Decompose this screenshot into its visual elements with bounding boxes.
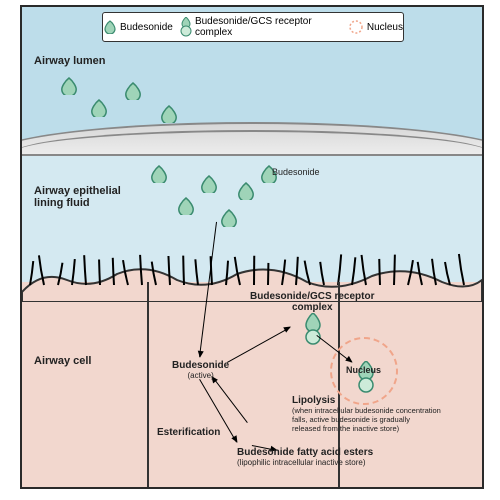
budesonide-icon (237, 182, 255, 200)
nucleus-label: Nucleus (346, 365, 381, 375)
budesonide-icon (220, 209, 238, 227)
lipolysis-sublabel: (when intracellular budesonide concentra… (292, 406, 441, 433)
fluid-label: Airway epithelial lining fluid (34, 185, 121, 209)
legend-nucleus-label: Nucleus (367, 22, 403, 33)
legend-complex-label: Budesonide/GCS receptor complex (195, 16, 342, 38)
lumen-label: Airway lumen (34, 55, 106, 67)
budesonide-icon (200, 175, 218, 193)
diagram-canvas: Budesonide Budesonide/GCS receptor compl… (0, 0, 500, 500)
legend-complex: Budesonide/GCS receptor complex (179, 16, 342, 38)
epithelial-membrane (22, 122, 482, 152)
esterification-label: Esterification (157, 427, 220, 438)
cilia (22, 237, 482, 287)
complex-label: Budesonide/GCS receptor complex (250, 291, 374, 313)
diagram-frame: Budesonide Budesonide/GCS receptor compl… (20, 5, 484, 489)
esters-sublabel: (lipophilic intracellular inactive store… (237, 458, 373, 467)
budesonide-free-label: Budesonide (272, 167, 320, 177)
budesonide-icon (177, 197, 195, 215)
cell-divider (147, 282, 149, 489)
lipolysis-label: Lipolysis (292, 395, 441, 406)
complex-icon (302, 313, 324, 345)
budesonide-icon (150, 165, 168, 183)
budesonide-icon (124, 82, 142, 100)
active-label-group: Budesonide(active) (172, 360, 229, 380)
legend-budesonide: Budesonide (103, 20, 173, 34)
budesonide-icon (160, 105, 178, 123)
legend-box: Budesonide Budesonide/GCS receptor compl… (102, 12, 404, 42)
cell-label: Airway cell (34, 355, 91, 367)
legend-nucleus: Nucleus (348, 19, 403, 35)
budesonide-icon (90, 99, 108, 117)
esters-label: Budesonide fatty acid esters (237, 447, 373, 458)
legend-budesonide-label: Budesonide (120, 22, 173, 33)
active-sublabel: (active) (172, 371, 229, 380)
active-label: Budesonide (172, 360, 229, 371)
lipolysis-group: Lipolysis(when intracellular budesonide … (292, 395, 441, 433)
esters-group: Budesonide fatty acid esters(lipophilic … (237, 447, 373, 467)
budesonide-icon (60, 77, 78, 95)
